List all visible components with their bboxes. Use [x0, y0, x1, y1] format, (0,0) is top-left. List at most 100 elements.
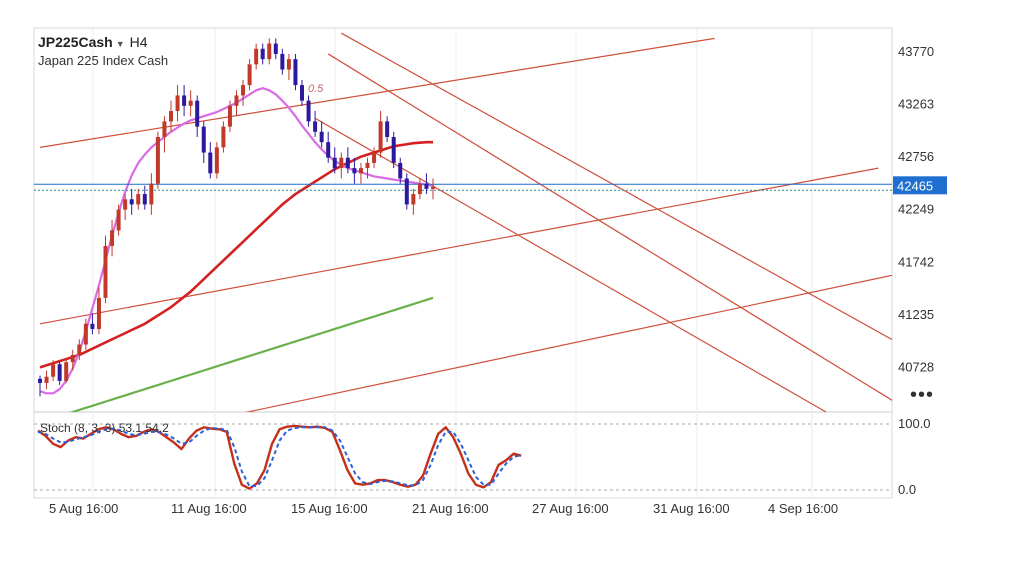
- candle-body: [293, 59, 298, 86]
- x-axis-labels: 5 Aug 16:00 11 Aug 16:00 15 Aug 16:00 21 Au…: [49, 501, 838, 516]
- candle-body: [345, 157, 350, 169]
- ma-mid-line: [39, 140, 433, 369]
- candle-body: [417, 183, 422, 195]
- candle-body: [214, 147, 219, 174]
- candle-body: [247, 64, 252, 86]
- candle-body: [372, 152, 377, 163]
- candle-body: [431, 186, 435, 189]
- candle-body: [169, 111, 173, 122]
- symbol-name: JP225Cash: [38, 34, 113, 50]
- candle-body: [234, 95, 239, 106]
- candle-body: [313, 121, 318, 132]
- candle-body: [149, 183, 154, 205]
- candle-body: [241, 85, 246, 96]
- timeframe-label[interactable]: H4: [129, 34, 148, 50]
- candle-body: [391, 136, 396, 163]
- y-tick-label: 43263: [898, 96, 934, 111]
- more-options-icon[interactable]: •••: [910, 384, 935, 406]
- x-tick-label: 5 Aug 16:00: [49, 501, 118, 516]
- instrument-full-name: Japan 225 Index Cash: [38, 53, 169, 68]
- candle-body: [398, 162, 403, 179]
- x-tick-label: 15 Aug 16:00: [291, 501, 368, 516]
- candle-body: [57, 364, 62, 381]
- stochastic-pane: Stoch (8, 3, 3) 53.1 54.2 100.0 0.0: [34, 416, 931, 497]
- chevron-down-icon[interactable]: ▼: [115, 39, 125, 49]
- y-axis-labels: 43770 43263 42756 42249 41742 41235 40728: [898, 44, 934, 375]
- candle-body: [300, 85, 304, 101]
- candle-body: [155, 136, 160, 184]
- candle-body: [326, 142, 331, 158]
- candle-body: [332, 157, 337, 169]
- channel-line: [341, 32, 892, 341]
- candle-body: [404, 178, 409, 205]
- channel-line: [39, 167, 879, 325]
- candle-body: [116, 209, 121, 231]
- candle-body: [273, 43, 278, 54]
- channel-line: [244, 274, 892, 412]
- candle-body: [129, 199, 134, 205]
- channel-line: [327, 53, 892, 401]
- candle-body: [319, 131, 324, 143]
- candle-body: [227, 105, 232, 127]
- candle-body: [254, 48, 259, 65]
- y-tick-label: 41742: [898, 254, 934, 269]
- y-tick-label: 43770: [898, 44, 934, 59]
- x-tick-label: 11 Aug 16:00: [171, 501, 247, 516]
- x-tick-label: 27 Aug 16:00: [532, 501, 609, 516]
- candle-body: [286, 59, 291, 70]
- candle-body: [280, 53, 285, 70]
- channel-line: [39, 37, 715, 148]
- candle-body: [136, 194, 141, 205]
- candle-body: [182, 95, 187, 106]
- stoch-level-label-100: 100.0: [898, 416, 931, 431]
- candle-body: [385, 121, 390, 137]
- candle-body: [110, 230, 115, 246]
- candle-body: [201, 126, 206, 153]
- candle-body: [411, 194, 416, 205]
- ma-fast-line: [39, 87, 434, 395]
- candle-body: [51, 364, 56, 377]
- candle-body: [306, 100, 311, 122]
- candle-body: [221, 126, 226, 148]
- candle-body: [38, 378, 42, 383]
- candle-body: [195, 100, 200, 127]
- y-tick-label: 42249: [898, 202, 934, 217]
- candle-body: [44, 376, 49, 383]
- candle-body: [358, 168, 363, 174]
- candle-body: [175, 95, 180, 112]
- candle-body: [77, 344, 82, 355]
- candle-body: [96, 297, 101, 329]
- ma-slow-line: [69, 296, 434, 412]
- candle-body: [162, 121, 167, 137]
- fib-level-label: 0.5: [308, 83, 324, 95]
- y-tick-label: 42756: [898, 149, 934, 164]
- candle-body: [365, 162, 370, 169]
- y-tick-label: 40728: [898, 360, 934, 375]
- candle-body: [378, 121, 383, 153]
- candle-body: [188, 100, 193, 106]
- candle-body: [123, 199, 128, 210]
- last-price-tag: [893, 176, 947, 195]
- candle-body: [208, 152, 213, 174]
- candle-body: [142, 194, 147, 205]
- stoch-d-line: [37, 426, 522, 488]
- candle-body: [70, 354, 75, 363]
- stoch-level-label-0: 0.0: [898, 482, 916, 497]
- symbol-selector[interactable]: JP225Cash ▼ H4: [38, 34, 148, 50]
- last-price-tag-label: 42465: [897, 178, 933, 193]
- chart-frame: [33, 27, 893, 499]
- vertical-gridlines: [92, 28, 813, 498]
- candle-body: [424, 183, 429, 189]
- candles: [38, 38, 435, 397]
- x-tick-label: 4 Sep 16:00: [768, 501, 838, 516]
- stoch-label: Stoch (8, 3, 3) 53.1 54.2: [40, 421, 169, 435]
- candle-body: [64, 362, 69, 381]
- main-pane: 0.5: [34, 32, 892, 412]
- stoch-k-line: [37, 424, 522, 490]
- candle-body: [83, 323, 88, 345]
- candle-body: [90, 323, 95, 329]
- candle-body: [339, 157, 344, 169]
- candle-body: [267, 43, 272, 60]
- x-tick-label: 31 Aug 16:00: [653, 501, 730, 516]
